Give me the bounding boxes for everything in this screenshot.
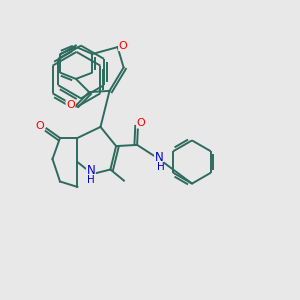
Text: N: N [154, 151, 164, 164]
Text: O: O [136, 118, 146, 128]
Text: H: H [157, 162, 164, 172]
Text: N: N [86, 164, 95, 178]
Text: O: O [118, 40, 127, 51]
Text: O: O [35, 121, 44, 131]
Text: O: O [66, 100, 75, 110]
Text: H: H [87, 175, 95, 185]
